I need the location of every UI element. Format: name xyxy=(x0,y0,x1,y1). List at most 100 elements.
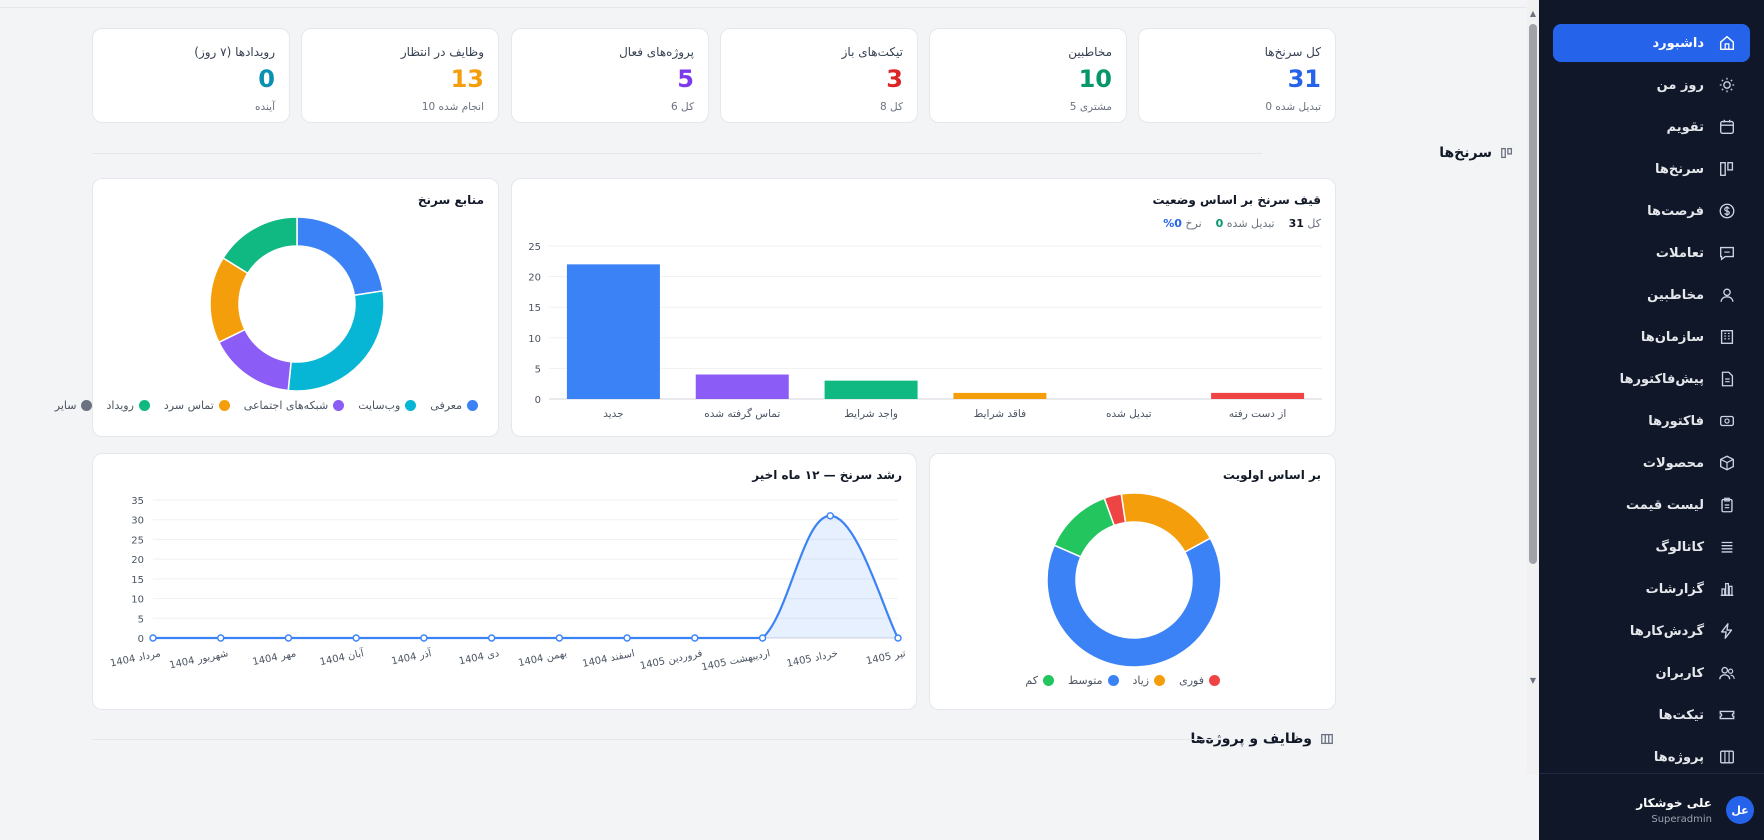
legend-item[interactable]: سایر xyxy=(55,399,93,412)
line-area xyxy=(153,515,898,638)
x-tick-label: خرداد 1405 xyxy=(786,648,839,670)
pie-slice[interactable] xyxy=(287,289,385,392)
section-divider-tasks xyxy=(92,739,1222,740)
pie-slice[interactable] xyxy=(1046,537,1222,668)
sidebar-item-9[interactable]: فاکتورها xyxy=(1553,402,1750,440)
sidebar-item-15[interactable]: کاربران xyxy=(1553,654,1750,692)
pie-slice[interactable] xyxy=(1053,497,1116,558)
sidebar-item-13[interactable]: گزارشات xyxy=(1553,570,1750,608)
line-point[interactable] xyxy=(623,634,631,642)
line-point[interactable] xyxy=(352,634,360,642)
priority-donut-chart xyxy=(1046,492,1222,668)
sidebar-user[interactable]: عل علی خوشکار Superadmin xyxy=(1539,773,1764,840)
sidebar-item-4[interactable]: فرصت‌ها xyxy=(1553,192,1750,230)
sidebar-item-5[interactable]: تعاملات xyxy=(1553,234,1750,272)
sidebar-item-12[interactable]: کاتالوگ xyxy=(1553,528,1750,566)
funnel-icon xyxy=(1501,147,1513,159)
sidebar-item-6[interactable]: مخاطبین xyxy=(1553,276,1750,314)
bar[interactable] xyxy=(695,374,789,399)
legend-item[interactable]: رویداد xyxy=(106,399,150,412)
y-tick-label: 0 xyxy=(535,395,541,406)
legend-swatch xyxy=(218,400,230,411)
legend-item[interactable]: شبکه‌های اجتماعی xyxy=(244,399,345,412)
main-scrollbar[interactable]: ▲ ▼ xyxy=(1527,0,1539,775)
x-tick-label: شهریور 1404 xyxy=(168,648,229,671)
line-point[interactable] xyxy=(284,634,293,642)
stat-card[interactable]: وظایف در انتظار 13 10 انجام شده xyxy=(301,28,499,123)
stat-card[interactable]: کل سرنخ‌ها 31 0 تبدیل شده xyxy=(1138,28,1336,123)
stat-subtext: آینده xyxy=(254,101,275,113)
line-point[interactable] xyxy=(487,634,496,642)
dollar-icon xyxy=(1716,200,1738,222)
line-point[interactable] xyxy=(420,634,428,642)
sidebar-item-2[interactable]: تقویم xyxy=(1553,108,1750,146)
legend-item[interactable]: متوسط xyxy=(1068,674,1119,687)
section-title-leads-label: سرنخ‌ها xyxy=(1439,145,1492,161)
sidebar-item-0[interactable]: داشبورد xyxy=(1553,24,1750,62)
avatar[interactable]: عل xyxy=(1726,796,1754,824)
line-point[interactable] xyxy=(758,634,767,642)
sidebar-item-8[interactable]: پیش‌فاکتورها xyxy=(1553,360,1750,398)
sidebar-item-10[interactable]: محصولات xyxy=(1553,444,1750,482)
sidebar-item-label: پروژه‌ها xyxy=(1653,749,1704,765)
bar[interactable] xyxy=(1211,392,1305,399)
legend-item[interactable]: فوری xyxy=(1179,674,1220,687)
pie-slice[interactable] xyxy=(217,328,292,392)
sidebar-item-7[interactable]: سازمان‌ها xyxy=(1553,318,1750,356)
line-point[interactable] xyxy=(691,634,699,642)
sidebar-item-11[interactable]: لیست قیمت xyxy=(1553,486,1750,524)
stat-card[interactable]: رویدادها (۷ روز) 0 آینده xyxy=(92,28,290,123)
sidebar-item-14[interactable]: گردش‌کارها xyxy=(1553,612,1750,650)
stat-card[interactable]: مخاطبین 10 5 مشتری xyxy=(929,28,1127,123)
legend-item[interactable]: تماس سرد xyxy=(164,399,230,412)
legend-item[interactable]: زیاد xyxy=(1133,674,1166,687)
y-tick-label: 0 xyxy=(138,634,144,645)
line-point[interactable] xyxy=(149,634,157,642)
summary-rate: 0% xyxy=(1163,217,1182,230)
legend-swatch xyxy=(1042,675,1054,686)
bar[interactable] xyxy=(953,392,1047,399)
scroll-up-arrow-icon[interactable]: ▲ xyxy=(1529,9,1537,18)
line-point[interactable] xyxy=(826,512,834,520)
legend-swatch xyxy=(1209,675,1220,686)
y-tick-label: 30 xyxy=(131,516,144,527)
clipboard-icon xyxy=(1716,494,1738,516)
stat-value: 31 xyxy=(1287,65,1321,93)
bar[interactable] xyxy=(824,380,918,399)
y-tick-label: 10 xyxy=(528,334,541,345)
bar[interactable] xyxy=(566,264,660,399)
pie-slice[interactable] xyxy=(1120,492,1212,554)
sidebar-item-1[interactable]: روز من xyxy=(1553,66,1750,104)
sidebar-item-label: گزارشات xyxy=(1645,581,1704,597)
section-title-leads: سرنخ‌ها xyxy=(1439,145,1514,161)
stat-card[interactable]: تیکت‌های باز 3 8 کل xyxy=(720,28,918,123)
sidebar-item-16[interactable]: تیکت‌ها xyxy=(1553,696,1750,734)
legend-item[interactable]: کم xyxy=(1025,674,1054,687)
x-tick-label: اردیبهشت 1405 xyxy=(701,648,772,673)
legend-item[interactable]: وب‌سایت xyxy=(358,399,417,412)
sidebar-item-label: پیش‌فاکتورها xyxy=(1619,371,1704,387)
scrollbar-thumb[interactable] xyxy=(1529,24,1537,564)
stat-label: رویدادها (۷ روز) xyxy=(194,45,275,59)
legend-label: سایر xyxy=(54,399,77,412)
scroll-down-arrow-icon[interactable]: ▼ xyxy=(1529,676,1537,685)
sidebar-item-label: محصولات xyxy=(1642,455,1704,471)
x-tick-label: دی 1404 xyxy=(458,648,500,667)
sidebar-item-17[interactable]: پروژه‌ها xyxy=(1553,738,1750,776)
sources-chart-title: منابع سرنخ xyxy=(417,193,484,207)
y-tick-label: 5 xyxy=(138,614,144,625)
x-tick-label: از دست رفته xyxy=(1229,408,1286,420)
lightning-icon xyxy=(1716,620,1738,642)
pie-slice[interactable] xyxy=(296,216,384,297)
legend-label: زیاد xyxy=(1132,674,1150,687)
sidebar-item-3[interactable]: سرنخ‌ها xyxy=(1553,150,1750,188)
line-point[interactable] xyxy=(217,634,225,642)
sidebar-item-label: سرنخ‌ها xyxy=(1654,161,1704,177)
stat-label: تیکت‌های باز xyxy=(841,45,903,59)
pie-slice[interactable] xyxy=(222,216,298,275)
line-point[interactable] xyxy=(894,634,902,642)
stat-card[interactable]: پروژه‌های فعال 5 6 کل xyxy=(511,28,709,123)
line-point[interactable] xyxy=(555,634,564,642)
legend-item[interactable]: معرفی xyxy=(430,399,478,412)
y-tick-label: 35 xyxy=(131,496,144,507)
